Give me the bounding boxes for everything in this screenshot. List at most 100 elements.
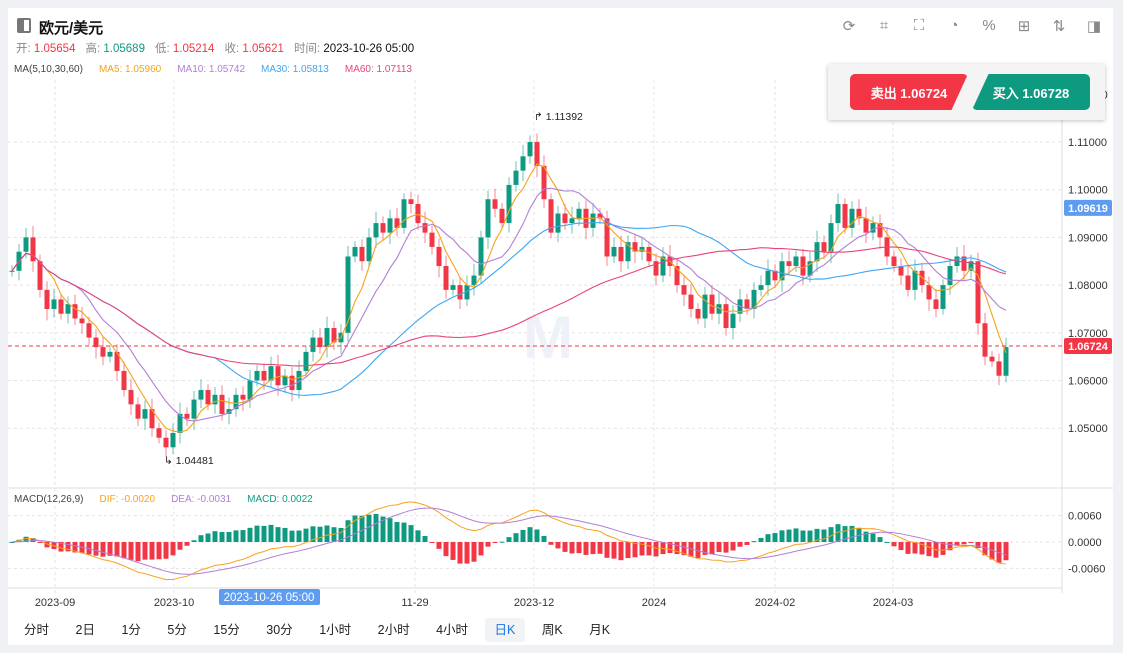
tab-daily[interactable]: 日K <box>484 618 526 642</box>
macd-bar <box>149 542 155 560</box>
candle-body <box>695 308 701 319</box>
macd-bar <box>513 533 519 542</box>
macd-bar <box>786 529 792 542</box>
tab-1m[interactable]: 1分 <box>121 623 141 637</box>
tab-5m[interactable]: 5分 <box>167 623 187 637</box>
candle-body <box>296 370 302 391</box>
tab-30m[interactable]: 30分 <box>266 623 293 637</box>
macd-bar <box>562 542 568 552</box>
macd-bar <box>30 538 36 542</box>
candle-body <box>436 246 442 267</box>
x-tick-label: 11-29 <box>401 597 428 609</box>
tab-4h[interactable]: 4小时 <box>436 623 469 637</box>
tab-1h[interactable]: 1小时 <box>319 623 352 637</box>
candle-body <box>380 223 386 233</box>
grid-icon[interactable]: ⊞ <box>1017 18 1031 35</box>
price-tick-label: 1.06000 <box>1068 376 1108 388</box>
macd-bar <box>849 525 855 542</box>
tab-15m[interactable]: 15分 <box>213 623 240 637</box>
macd-bar <box>975 542 981 549</box>
layout-icon[interactable]: ◨ <box>1086 18 1102 35</box>
candle-body <box>170 432 176 448</box>
macd-bar <box>331 527 337 542</box>
candle-body <box>520 156 526 171</box>
macd-bar <box>772 533 778 542</box>
candle-body <box>821 242 827 252</box>
candle-body <box>247 380 253 400</box>
candle-body <box>688 294 694 309</box>
macd-bar <box>723 542 729 553</box>
macd-bar <box>646 542 652 556</box>
macd-bar <box>632 542 638 558</box>
macd-bar <box>597 542 603 554</box>
macd-bar <box>268 524 274 542</box>
panel-toggle-icon[interactable] <box>17 18 31 33</box>
macd-bar <box>520 529 526 542</box>
macd-bar <box>408 525 414 542</box>
candle-body <box>877 223 883 238</box>
candle-body <box>891 256 897 267</box>
toolbar: ⟳ ⌗ ⛶ ◔ % ⊞ ⇅ ◨ <box>840 17 1103 35</box>
candle-body <box>373 223 379 238</box>
refresh-icon[interactable]: ⟳ <box>842 18 856 35</box>
sell-button[interactable]: 卖出 1.06724 <box>850 74 968 110</box>
tab-monthly[interactable]: 月K <box>589 623 611 637</box>
pie-icon[interactable]: ◔ <box>949 17 959 34</box>
macd-bar <box>870 533 876 542</box>
macd-bar <box>968 542 974 543</box>
candle-body <box>128 390 134 405</box>
macd-bar <box>730 542 736 551</box>
ma60-value: MA60: 1.07113 <box>344 64 412 75</box>
tab-2h[interactable]: 2小时 <box>377 623 410 637</box>
macd-bar <box>492 542 498 543</box>
dif-value: DIF: -0.0020 <box>99 494 156 505</box>
dea-value: DEA: -0.0031 <box>171 494 232 505</box>
macd-bar <box>338 527 344 542</box>
macd-bar <box>247 527 253 542</box>
candle-body <box>716 304 722 314</box>
candle-body <box>366 237 372 262</box>
ma10-line <box>11 187 1007 422</box>
candle-body <box>86 323 92 338</box>
candle-body <box>576 208 582 219</box>
candle-body <box>744 299 750 309</box>
macd-bar <box>905 542 911 554</box>
candle-body <box>933 299 939 309</box>
candle-body <box>534 142 540 166</box>
macd-bar <box>527 527 533 542</box>
draw-icon[interactable]: ⌗ <box>879 17 889 34</box>
candle-body <box>121 370 127 391</box>
current-price-label: 1.06724 <box>1068 341 1109 353</box>
indicator-icon[interactable]: ⛶ <box>913 17 925 34</box>
macd-bar <box>310 526 316 542</box>
candle-body <box>303 351 309 371</box>
candlestick-chart[interactable]: 1.120001.110001.100001.090001.080001.070… <box>8 8 1113 645</box>
buy-button[interactable]: 买入 1.06728 <box>972 74 1090 110</box>
macd-bar <box>205 533 211 542</box>
candle-body <box>226 409 232 414</box>
tab-2d[interactable]: 2日 <box>75 623 95 637</box>
candle-body <box>324 328 330 348</box>
macd-bar <box>947 542 953 551</box>
macd-bar <box>702 542 708 555</box>
tab-time-share[interactable]: 分时 <box>24 623 50 637</box>
candle-body <box>625 242 631 262</box>
candle-body <box>261 370 267 381</box>
dif-line <box>11 501 1007 581</box>
candle-body <box>254 370 260 381</box>
candle-body <box>51 299 57 309</box>
sort-icon[interactable]: ⇅ <box>1052 18 1066 35</box>
macd-bar <box>184 542 190 546</box>
candle-body <box>611 246 617 257</box>
tab-weekly[interactable]: 周K <box>541 623 563 637</box>
candle-body <box>93 337 99 348</box>
candle-body <box>863 218 869 233</box>
watermark-logo: M <box>523 304 573 371</box>
candle-body <box>275 366 281 386</box>
percent-icon[interactable]: % <box>982 17 996 34</box>
symbol-title: 欧元/美元 <box>39 20 104 37</box>
candle-body <box>450 285 456 290</box>
macd-bar <box>198 535 204 542</box>
candle-body <box>590 213 596 228</box>
min-price-label: ↳ 1.04481 <box>164 455 214 467</box>
